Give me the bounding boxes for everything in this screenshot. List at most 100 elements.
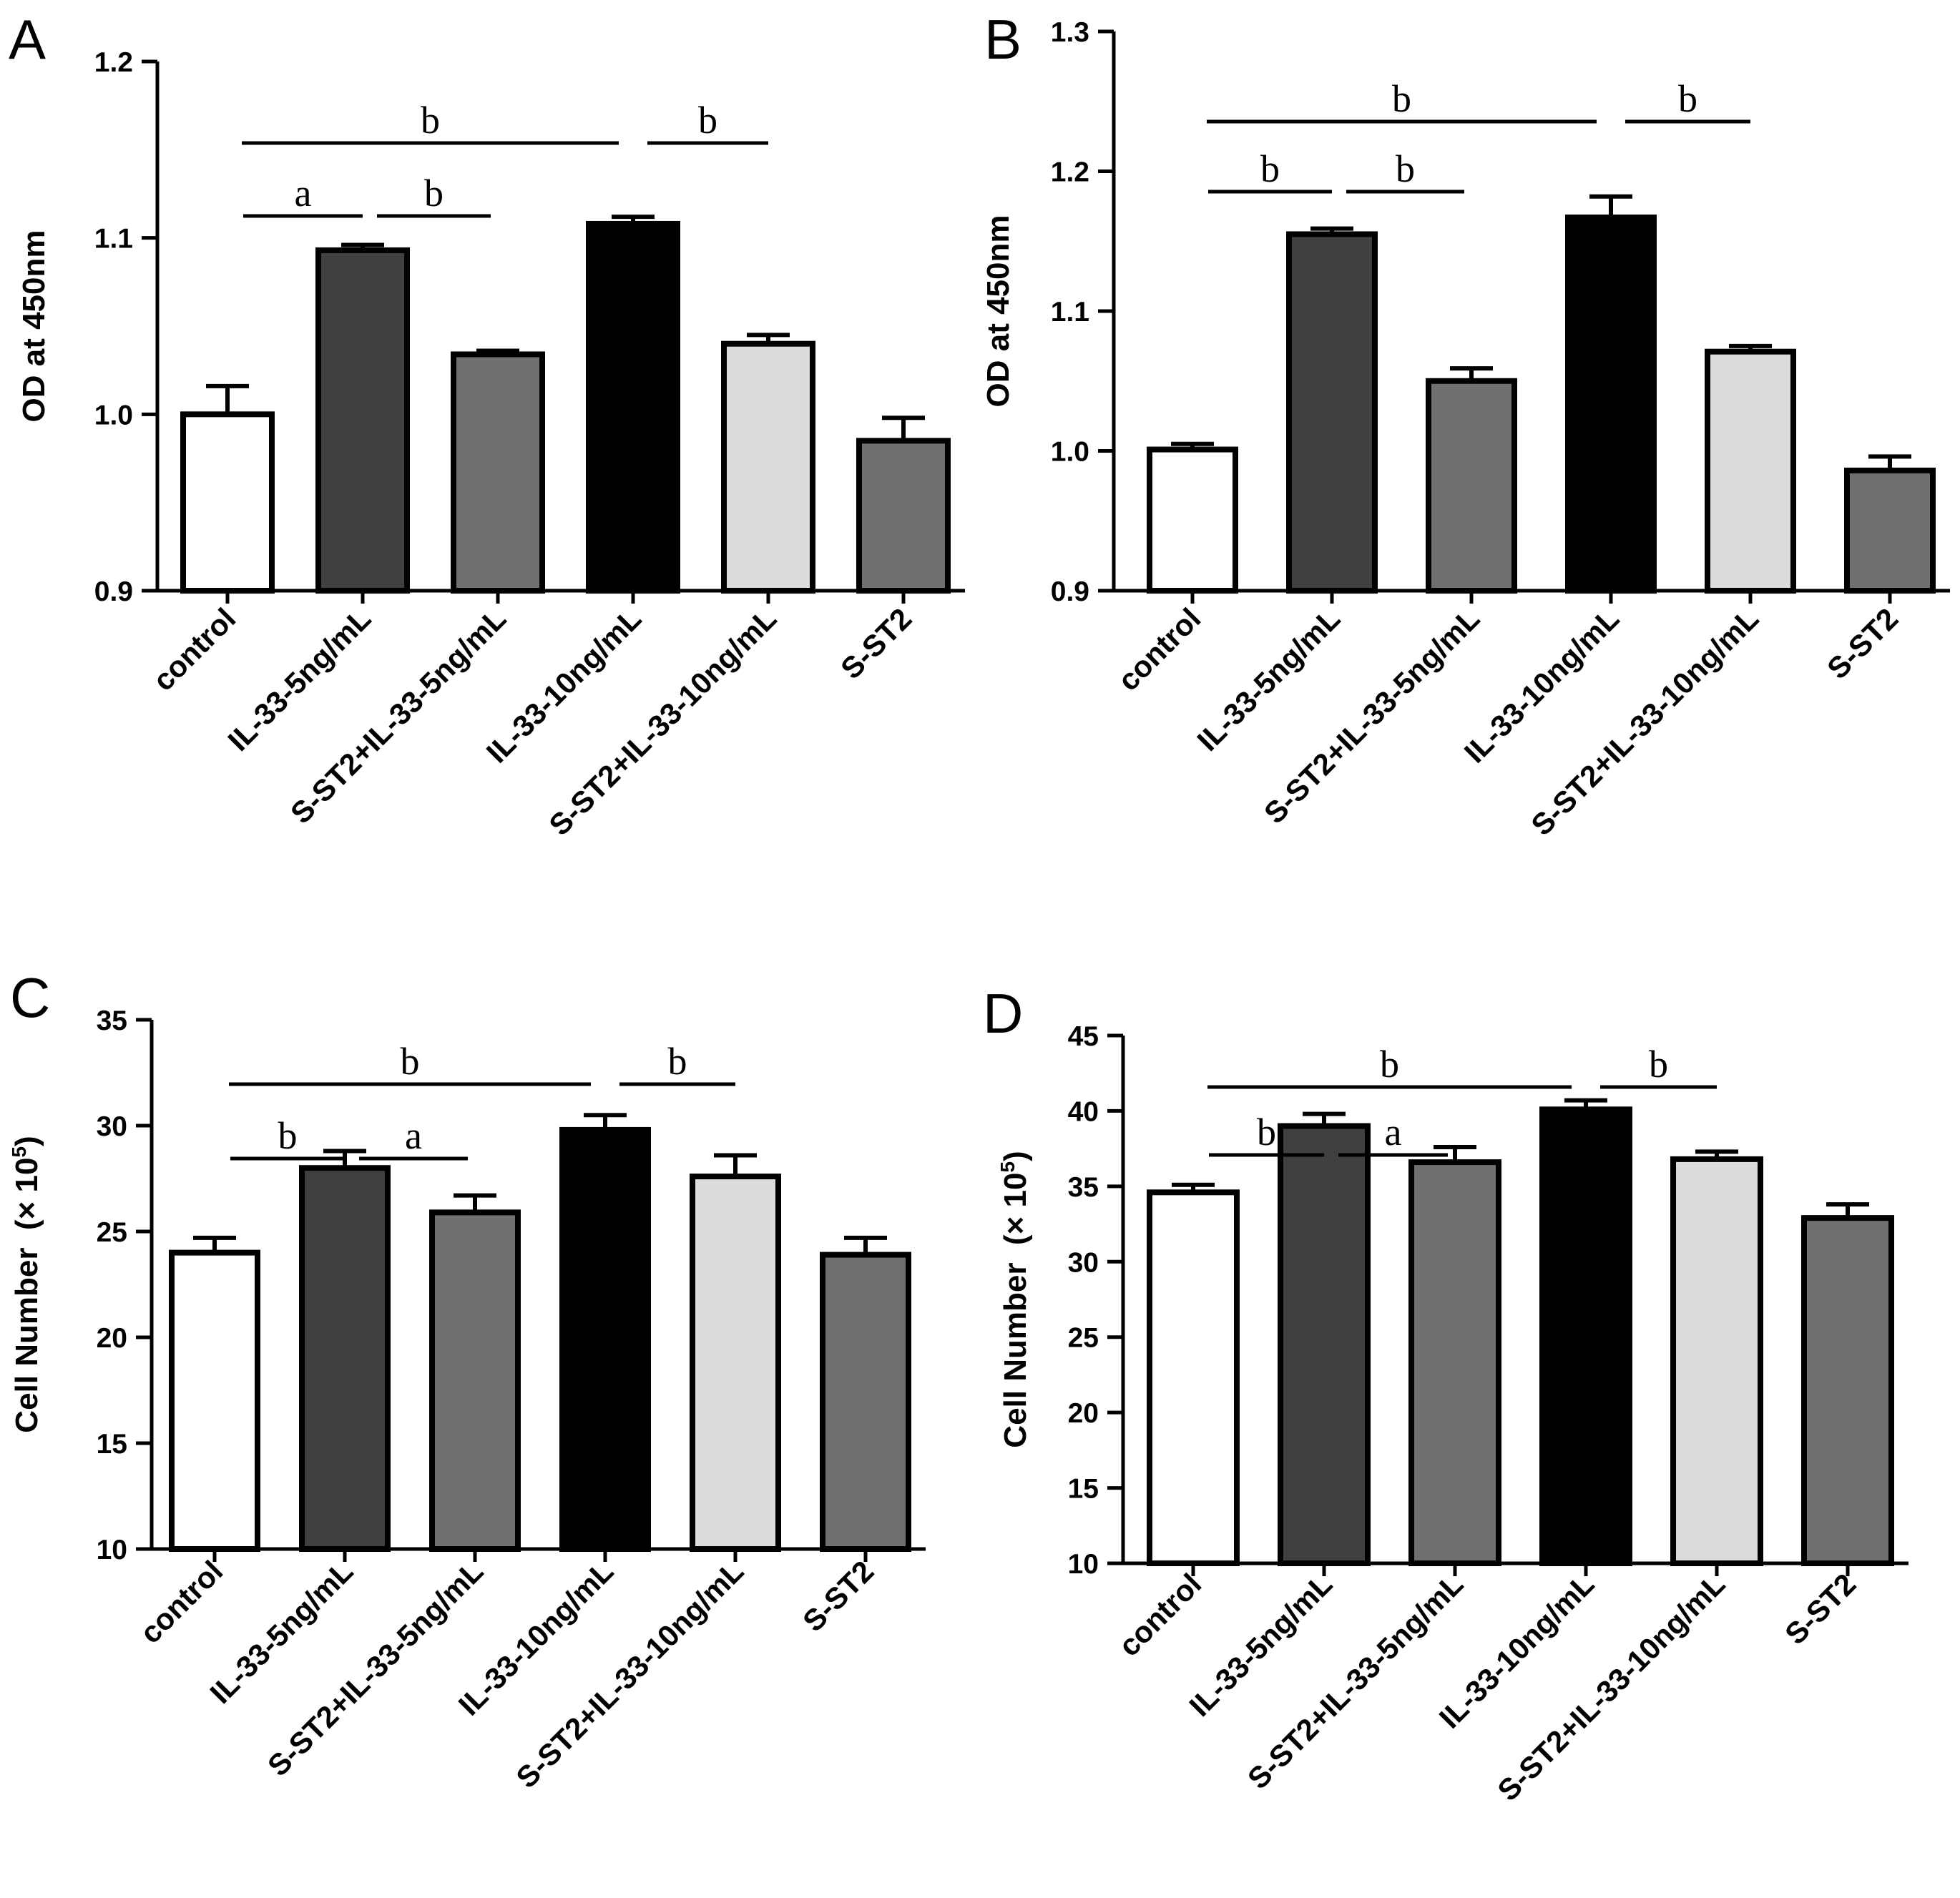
significance-label: a bbox=[405, 1114, 422, 1157]
y-tick-label: 1.0 bbox=[1051, 437, 1089, 468]
y-tick-label: 10 bbox=[97, 1535, 127, 1565]
bar-s-st2 bbox=[820, 1252, 911, 1553]
y-tick-label: 35 bbox=[97, 1005, 127, 1036]
panel-label: A bbox=[9, 8, 46, 71]
y-tick-label: 1.2 bbox=[1051, 157, 1089, 188]
bar-s-st2-il-33-5ng-ml bbox=[429, 1209, 521, 1552]
significance-label: b bbox=[421, 99, 440, 142]
y-tick-label: 30 bbox=[1068, 1247, 1099, 1278]
y-tick-label: 15 bbox=[97, 1429, 127, 1460]
bar-s-st2-il-33-10ng-ml bbox=[690, 1174, 781, 1553]
x-category-label: S-ST2 bbox=[1821, 601, 1904, 685]
significance-label: b bbox=[1649, 1043, 1668, 1086]
panel-label: C bbox=[10, 966, 50, 1029]
significance-label: a bbox=[1385, 1111, 1402, 1154]
significance-label: b bbox=[401, 1040, 420, 1083]
y-tick-label: 20 bbox=[1068, 1398, 1099, 1429]
significance-label: b bbox=[698, 99, 717, 142]
y-axis-label-exponent: 5 bbox=[8, 1146, 30, 1158]
bar-il-33-10ng-ml bbox=[1539, 1106, 1632, 1566]
x-category-label: IL-33-5ng/mL bbox=[221, 601, 377, 757]
significance-label: a bbox=[295, 172, 312, 215]
bar-s-st2 bbox=[1801, 1215, 1894, 1566]
significance-label: b bbox=[1396, 147, 1415, 190]
y-axis-label: OD at 450nm bbox=[16, 230, 52, 423]
bar-s-st2 bbox=[856, 438, 951, 594]
y-tick-label: 30 bbox=[97, 1111, 127, 1142]
y-axis-label: Cell Number (× 105) bbox=[8, 1136, 44, 1432]
x-category-label: S-ST2 bbox=[796, 1554, 880, 1638]
x-category-label: S-ST2 bbox=[1778, 1567, 1862, 1651]
significance-label: b bbox=[1260, 147, 1280, 190]
y-tick-label: 0.9 bbox=[94, 576, 133, 607]
y-tick-label: 1.2 bbox=[94, 47, 133, 78]
y-tick-label: 25 bbox=[97, 1217, 127, 1248]
x-category-label: IL-33-5ng/mL bbox=[1190, 601, 1346, 757]
chart-panel-d: D1015202530354045controlIL-33-5ng/mLS-ST… bbox=[983, 982, 1908, 1807]
significance-label: b bbox=[1392, 77, 1411, 120]
bar-il-33-5ng-ml bbox=[1278, 1123, 1371, 1566]
bar-s-st2-il-33-10ng-ml bbox=[1705, 348, 1796, 594]
y-tick-label: 1.1 bbox=[1051, 297, 1089, 328]
y-axis-label-close: ) bbox=[998, 1151, 1033, 1161]
y-axis-label: OD at 450nm bbox=[981, 215, 1016, 408]
bar-s-st2 bbox=[1844, 467, 1936, 594]
significance-label: b bbox=[278, 1114, 298, 1157]
bar-s-st2-il-33-10ng-ml bbox=[721, 340, 815, 594]
x-category-label: S-ST2+IL-33-10ng/mL bbox=[1491, 1567, 1731, 1807]
bar-il-33-5ng-ml bbox=[1286, 231, 1378, 594]
bar-il-33-10ng-ml bbox=[586, 220, 680, 594]
y-tick-label: 1.3 bbox=[1051, 17, 1089, 48]
x-category-label: control bbox=[1112, 1567, 1207, 1663]
bar-s-st2-il-33-5ng-ml bbox=[1408, 1159, 1501, 1566]
y-tick-label: 20 bbox=[97, 1323, 127, 1354]
chart-panel-c: C101520253035controlIL-33-5ng/mLS-ST2+IL… bbox=[8, 966, 926, 1794]
bar-il-33-5ng-ml bbox=[315, 247, 410, 594]
bar-control bbox=[180, 411, 275, 594]
y-tick-label: 15 bbox=[1068, 1474, 1099, 1505]
bar-control bbox=[1147, 1189, 1240, 1566]
significance-label: b bbox=[424, 172, 444, 215]
panel-label: B bbox=[984, 8, 1021, 71]
y-tick-label: 0.9 bbox=[1051, 576, 1089, 607]
y-axis-label-unit: (× 10 bbox=[998, 1173, 1033, 1246]
bar-control bbox=[169, 1249, 260, 1552]
y-tick-label: 1.0 bbox=[94, 400, 133, 431]
bar-control bbox=[1147, 446, 1238, 594]
x-category-label: control bbox=[133, 1554, 229, 1650]
x-category-label: S-ST2+IL-33-5ng/mL bbox=[261, 1554, 490, 1783]
y-tick-label: 40 bbox=[1068, 1096, 1099, 1127]
x-category-label: S-ST2+IL-33-10ng/mL bbox=[542, 601, 783, 842]
y-axis-label-unit: (× 10 bbox=[9, 1158, 44, 1231]
x-category-label: S-ST2+IL-33-10ng/mL bbox=[509, 1554, 750, 1794]
bar-s-st2-il-33-5ng-ml bbox=[451, 351, 545, 594]
y-tick-label: 45 bbox=[1068, 1021, 1099, 1052]
significance-label: b bbox=[1380, 1043, 1399, 1086]
x-category-label: control bbox=[1111, 601, 1207, 697]
x-category-label: S-ST2+IL-33-5ng/mL bbox=[1241, 1567, 1470, 1796]
x-category-label: S-ST2+IL-33-10ng/mL bbox=[1524, 601, 1765, 842]
x-category-label: control bbox=[146, 601, 242, 697]
panel-label: D bbox=[983, 982, 1023, 1045]
significance-label: b bbox=[1257, 1111, 1276, 1154]
y-tick-label: 1.1 bbox=[94, 224, 133, 255]
y-axis-label: Cell Number (× 105) bbox=[996, 1151, 1033, 1447]
bar-s-st2-il-33-10ng-ml bbox=[1670, 1156, 1763, 1566]
significance-label: b bbox=[1678, 77, 1697, 120]
bar-il-33-5ng-ml bbox=[299, 1165, 391, 1552]
y-axis-label-main: Cell Number bbox=[9, 1230, 44, 1433]
y-axis-label-close: ) bbox=[9, 1136, 44, 1146]
y-axis-label-main: Cell Number bbox=[998, 1245, 1033, 1448]
y-tick-label: 25 bbox=[1068, 1323, 1099, 1354]
y-tick-label: 35 bbox=[1068, 1172, 1099, 1203]
bar-il-33-10ng-ml bbox=[1565, 215, 1657, 594]
bar-s-st2-il-33-5ng-ml bbox=[1426, 378, 1517, 594]
bar-il-33-10ng-ml bbox=[559, 1126, 651, 1553]
significance-label: b bbox=[668, 1040, 687, 1083]
y-tick-label: 10 bbox=[1068, 1549, 1099, 1580]
x-category-label: S-ST2 bbox=[834, 601, 918, 685]
y-axis-label-exponent: 5 bbox=[996, 1161, 1019, 1173]
